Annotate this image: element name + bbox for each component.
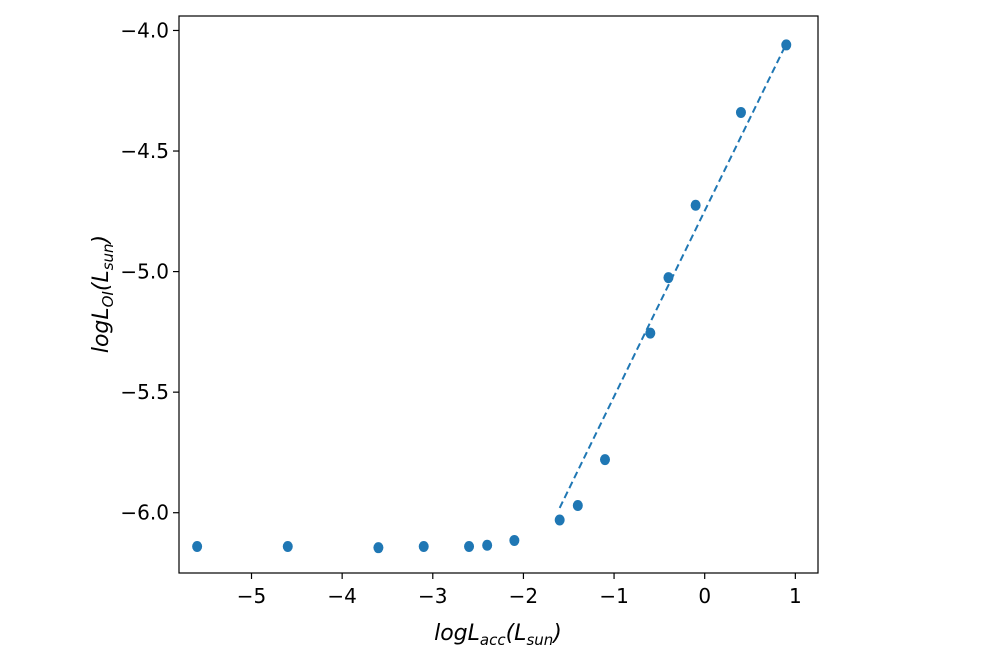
y-axis-label-sub2: sun (99, 243, 117, 270)
data-point (572, 499, 583, 511)
x-axis-label-sub2: sun (526, 631, 553, 649)
data-point (600, 454, 610, 466)
x-tick-label: −1 (599, 584, 628, 608)
data-point (464, 540, 475, 552)
data-point (509, 534, 520, 546)
data-point (781, 39, 792, 51)
data-point (735, 106, 746, 118)
x-tick-label: 0 (698, 584, 711, 608)
data-point (192, 540, 203, 552)
data-point (282, 540, 293, 552)
y-ticks: −4.0 −4.5 −5.0 −5.5 −6.0 (120, 18, 179, 525)
x-tick-label: −3 (418, 584, 447, 608)
x-axis-label-tail: (L (506, 621, 527, 646)
fit-line (558, 39, 789, 509)
data-point (554, 514, 565, 526)
x-axis-label-sub: acc (480, 631, 506, 649)
y-axis-label-end: ) (89, 235, 114, 246)
data-point (418, 540, 429, 552)
y-axis-label-base: logL (89, 307, 114, 353)
points-layer (192, 39, 792, 554)
x-tick-label: 1 (789, 584, 802, 608)
x-tick-label: −2 (509, 584, 538, 608)
y-tick-label: −4.0 (120, 18, 169, 42)
data-point (482, 539, 493, 551)
y-axis-label: logLOI(Lsun) (89, 235, 117, 353)
y-tick-label: −5.5 (120, 380, 169, 404)
x-axis-label-base: logL (434, 621, 480, 646)
data-point (663, 272, 674, 284)
x-axis-label-end: ) (551, 621, 562, 646)
data-point (373, 542, 384, 554)
y-tick-label: −4.5 (120, 139, 169, 163)
data-point (690, 199, 701, 211)
x-axis-label: logLacc(Lsun) (434, 621, 562, 649)
x-tick-label: −5 (237, 584, 266, 608)
y-tick-label: −5.0 (120, 260, 169, 284)
data-point (645, 327, 656, 339)
y-axis-label-tail: (L (89, 270, 114, 291)
x-ticks: −5 −4 −3 −2 −1 0 1 (237, 573, 802, 608)
plot-frame (178, 15, 819, 574)
fit-line-layer (558, 39, 789, 509)
y-axis-label-sub: OI (99, 291, 117, 308)
y-tick-label: −6.0 (120, 501, 169, 525)
x-tick-label: −4 (327, 584, 356, 608)
